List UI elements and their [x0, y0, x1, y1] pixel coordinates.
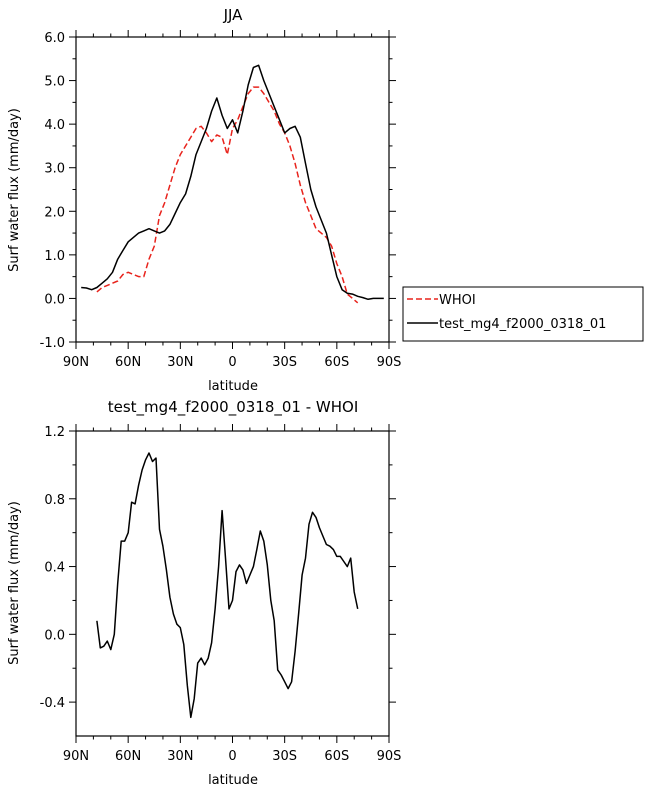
top-chart-title: JJA — [223, 6, 244, 24]
bottom-x-tick-label: 60S — [324, 749, 349, 764]
bottom-y-tick-label: 0.4 — [44, 561, 65, 576]
bottom-y-axis-label: Surf water flux (mm/day) — [7, 501, 22, 665]
legend-box — [402, 286, 644, 342]
top-y-axis-label: Surf water flux (mm/day) — [7, 108, 22, 272]
legend-label-whoi: WHOI — [439, 293, 476, 308]
top-series-whoi-line — [96, 86, 359, 304]
bottom-x-tick-label: 60N — [115, 749, 141, 764]
bottom-x-axis-label: latitude — [208, 773, 258, 788]
bottom-series-0-line — [96, 452, 359, 719]
bottom-series-group — [96, 452, 359, 719]
top-y-tick-label: 3.0 — [44, 162, 65, 177]
top-x-tick-label: 30S — [272, 355, 297, 370]
top-plot-frame — [75, 36, 390, 343]
top-y-tick-label: -1.0 — [40, 336, 65, 351]
top-x-axis-label: latitude — [208, 379, 258, 394]
top-y-tick-label: 2.0 — [44, 205, 65, 220]
bottom-ticks: 90N 60N 30N 0 30S 60S 90S -0.4 0.0 0.4 0.8 1.2 — [40, 424, 402, 764]
top-series-test-mg4-f2000-0318-01-line — [81, 64, 384, 301]
top-x-tick-label: 90S — [377, 355, 402, 370]
top-x-tick-label: 90N — [63, 355, 89, 370]
bottom-x-tick-label: 30N — [167, 749, 193, 764]
bottom-y-tick-label: 0.8 — [44, 493, 65, 508]
top-y-tick-label: 0.0 — [44, 292, 65, 307]
top-x-tick-label: 30N — [167, 355, 193, 370]
top-y-tick-label: 4.0 — [44, 118, 65, 133]
top-y-tick-label: 1.0 — [44, 249, 65, 264]
bottom-y-tick-label: -0.4 — [40, 696, 65, 711]
bottom-x-tick-label: 0 — [228, 749, 236, 764]
bottom-y-tick-label: 1.2 — [44, 425, 65, 440]
top-x-tick-label: 60S — [324, 355, 349, 370]
bottom-x-tick-label: 30S — [272, 749, 297, 764]
top-series-group — [81, 64, 384, 304]
bottom-x-tick-label: 90N — [63, 749, 89, 764]
top-y-tick-label: 6.0 — [44, 31, 65, 46]
bottom-x-tick-label: 90S — [377, 749, 402, 764]
top-y-tick-label: 5.0 — [44, 75, 65, 90]
bottom-y-tick-label: 0.0 — [44, 628, 65, 643]
top-ticks: 90N 60N 30N 0 30S 60S 90S -1.0 0.0 1.0 2.0 3.0 4.0 5.… — [40, 30, 402, 370]
bottom-panel: test_mg4_f2000_0318_01 - WHOI 90N 60N 30N 0… — [7, 398, 401, 788]
legend-label-model: test_mg4_f2000_0318_01 — [439, 317, 606, 332]
top-x-tick-label: 60N — [115, 355, 141, 370]
top-panel: JJA 90N 60N 30N 0 30S 60S 90S -1.0 0.0 1.0 2.0 3.0 4… — [7, 6, 401, 394]
top-x-tick-label: 0 — [228, 355, 236, 370]
legend: WHOI test_mg4_f2000_0318_01 — [402, 286, 644, 342]
bottom-plot-frame — [75, 430, 390, 737]
bottom-chart-title: test_mg4_f2000_0318_01 - WHOI — [108, 398, 359, 417]
